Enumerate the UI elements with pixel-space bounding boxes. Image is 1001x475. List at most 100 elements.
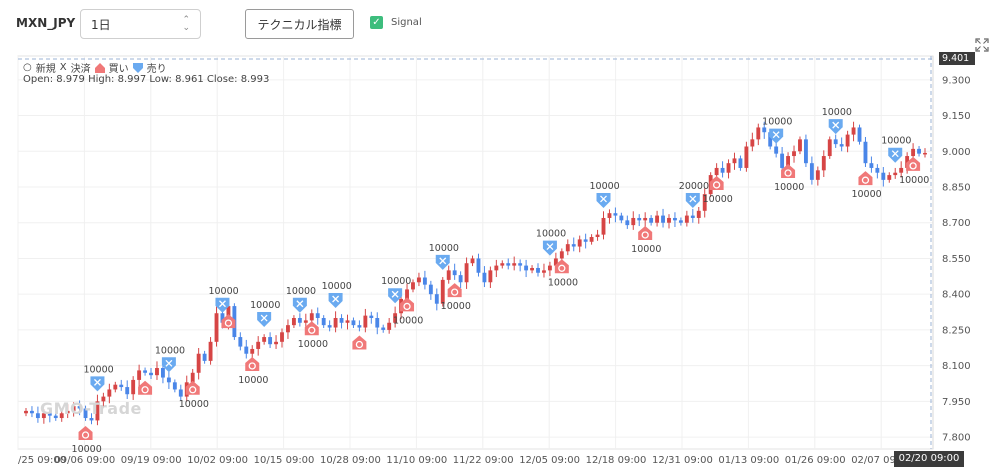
candle-body <box>696 210 701 218</box>
buy-signal-label: 10000 <box>72 444 102 455</box>
candle-body <box>565 244 570 252</box>
buy-signal-marker <box>352 335 367 350</box>
buy-signal-label: 10000 <box>441 301 471 312</box>
candle-body <box>452 270 457 276</box>
candle-body <box>113 384 118 390</box>
candle-body <box>667 217 671 223</box>
candle-body <box>35 413 40 419</box>
candle-body <box>393 313 398 323</box>
x-tick-label: 11/22 09:00 <box>453 455 514 466</box>
candle-body <box>809 163 814 180</box>
y-tick-label: 8.400 <box>942 290 971 301</box>
plot-frame <box>17 55 934 450</box>
x-tick-label: /25 09:00 <box>18 455 66 466</box>
buy-signal-label: 10000 <box>179 399 209 410</box>
candle-body <box>47 413 52 416</box>
candle-body <box>155 368 159 376</box>
candle-body <box>24 410 28 414</box>
candle-body <box>143 370 148 373</box>
candle-body <box>637 217 642 221</box>
sell-signal-label: 10000 <box>381 276 411 287</box>
buy-signal-label: 10000 <box>238 375 268 386</box>
candle-body <box>315 313 320 318</box>
technical-indicator-button[interactable]: テクニカル指標 <box>245 9 354 39</box>
candle-body <box>780 153 785 168</box>
ohlc-readout: Open: 8.979 High: 8.997 Low: 8.961 Close… <box>23 74 270 85</box>
sell-signal-label: 10000 <box>286 286 316 297</box>
watermark-logo: GMO-Trade <box>40 399 142 418</box>
candle-body <box>673 217 677 221</box>
candle-body <box>774 146 779 154</box>
sell-signal-marker <box>888 147 903 163</box>
buy-signal-label: 10000 <box>703 194 733 205</box>
settle-icon: X <box>59 62 67 73</box>
candle-body <box>827 139 832 157</box>
candle-body <box>661 215 665 223</box>
candle-body <box>726 163 731 173</box>
sell-signal-label: 10000 <box>429 243 459 254</box>
candle-body <box>77 406 82 409</box>
candle-body <box>911 148 916 157</box>
candle-body <box>684 215 689 223</box>
candle-body <box>762 127 767 133</box>
candle-body <box>470 258 475 264</box>
candle-body <box>101 396 106 402</box>
candle-body <box>345 320 350 323</box>
buy-signal-label: 10000 <box>298 339 328 350</box>
signal-toggle[interactable]: ✓ Signal <box>370 16 422 29</box>
sell-signal-marker <box>388 288 403 304</box>
candle-body <box>506 263 511 266</box>
candle-body <box>238 337 243 347</box>
candle-body <box>339 318 344 323</box>
candle-body <box>107 389 112 397</box>
chart-legend: ○ 新規 X 決済 買い 売り <box>23 60 167 75</box>
candle-body <box>714 167 719 176</box>
period-value: 1日 <box>91 17 111 32</box>
sell-signal-label: 20000 <box>679 181 709 192</box>
candle-body <box>59 413 64 419</box>
candle-body <box>601 217 606 235</box>
candle-body <box>137 370 142 380</box>
candle-body <box>845 134 850 147</box>
y-tick-label: 8.100 <box>942 361 971 372</box>
buy-signal-label: 10000 <box>631 244 661 255</box>
candle-body <box>643 217 648 221</box>
candle-body <box>41 413 46 419</box>
select-chevron-icon: ⌃ ⌄ <box>182 15 190 33</box>
candle-body <box>917 148 921 154</box>
sell-signal-marker <box>328 293 343 308</box>
candle-body <box>190 372 195 383</box>
buy-signal-marker <box>185 380 200 395</box>
buy-signal-marker <box>304 321 319 336</box>
candle-body <box>220 313 225 323</box>
candle-body <box>577 239 582 247</box>
candle-body <box>881 172 886 180</box>
candle-body <box>500 263 505 266</box>
candle-body <box>202 353 207 361</box>
sell-signal-label: 10000 <box>83 364 113 375</box>
sell-signal-label: 10000 <box>250 300 280 311</box>
candle-body <box>71 406 76 411</box>
candle-body <box>381 327 386 330</box>
x-tick-label: 10/02 09:00 <box>187 455 248 466</box>
candle-body <box>434 294 439 304</box>
buy-signal-marker <box>554 259 569 274</box>
expand-icon[interactable] <box>975 38 989 52</box>
buy-signal-marker <box>858 171 873 186</box>
candle-body <box>613 213 618 216</box>
candle-body <box>625 220 630 226</box>
candle-body <box>268 337 273 345</box>
candle-body <box>559 251 564 259</box>
candle-body <box>363 315 368 328</box>
signal-checkbox[interactable]: ✓ <box>370 16 383 29</box>
candle-body <box>208 341 213 361</box>
x-tick-label: 12/18 09:00 <box>586 455 647 466</box>
buy-signal-icon <box>94 62 105 73</box>
sell-signal-marker <box>161 357 176 373</box>
y-tick-label: 8.700 <box>942 218 971 229</box>
buy-signal-marker <box>709 175 724 190</box>
sell-signal-marker <box>685 192 700 208</box>
buy-signal-marker <box>781 164 796 179</box>
period-select[interactable]: 1日 ⌃ ⌄ <box>80 9 201 39</box>
